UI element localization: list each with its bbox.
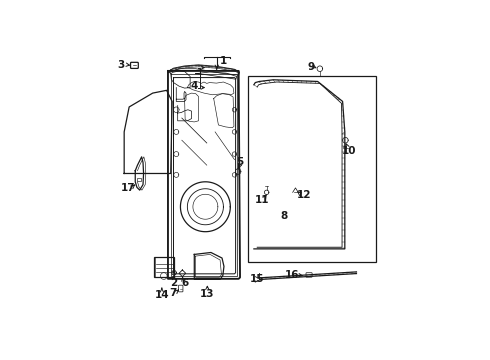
Text: 15: 15 (249, 274, 264, 284)
Text: 17: 17 (121, 183, 135, 193)
Text: 2: 2 (171, 278, 178, 288)
Text: 12: 12 (296, 190, 311, 200)
Text: 7: 7 (169, 288, 176, 298)
Text: 16: 16 (285, 270, 299, 280)
Text: 9: 9 (307, 62, 315, 72)
Text: 1: 1 (220, 56, 227, 66)
Text: 3: 3 (117, 59, 124, 69)
Text: 5: 5 (236, 157, 244, 167)
Text: 11: 11 (255, 194, 270, 204)
Text: 14: 14 (154, 290, 169, 300)
Text: 10: 10 (342, 146, 356, 156)
Text: 13: 13 (200, 289, 215, 299)
Text: 6: 6 (181, 278, 189, 288)
Text: 4: 4 (191, 81, 198, 91)
Text: 8: 8 (280, 211, 288, 221)
